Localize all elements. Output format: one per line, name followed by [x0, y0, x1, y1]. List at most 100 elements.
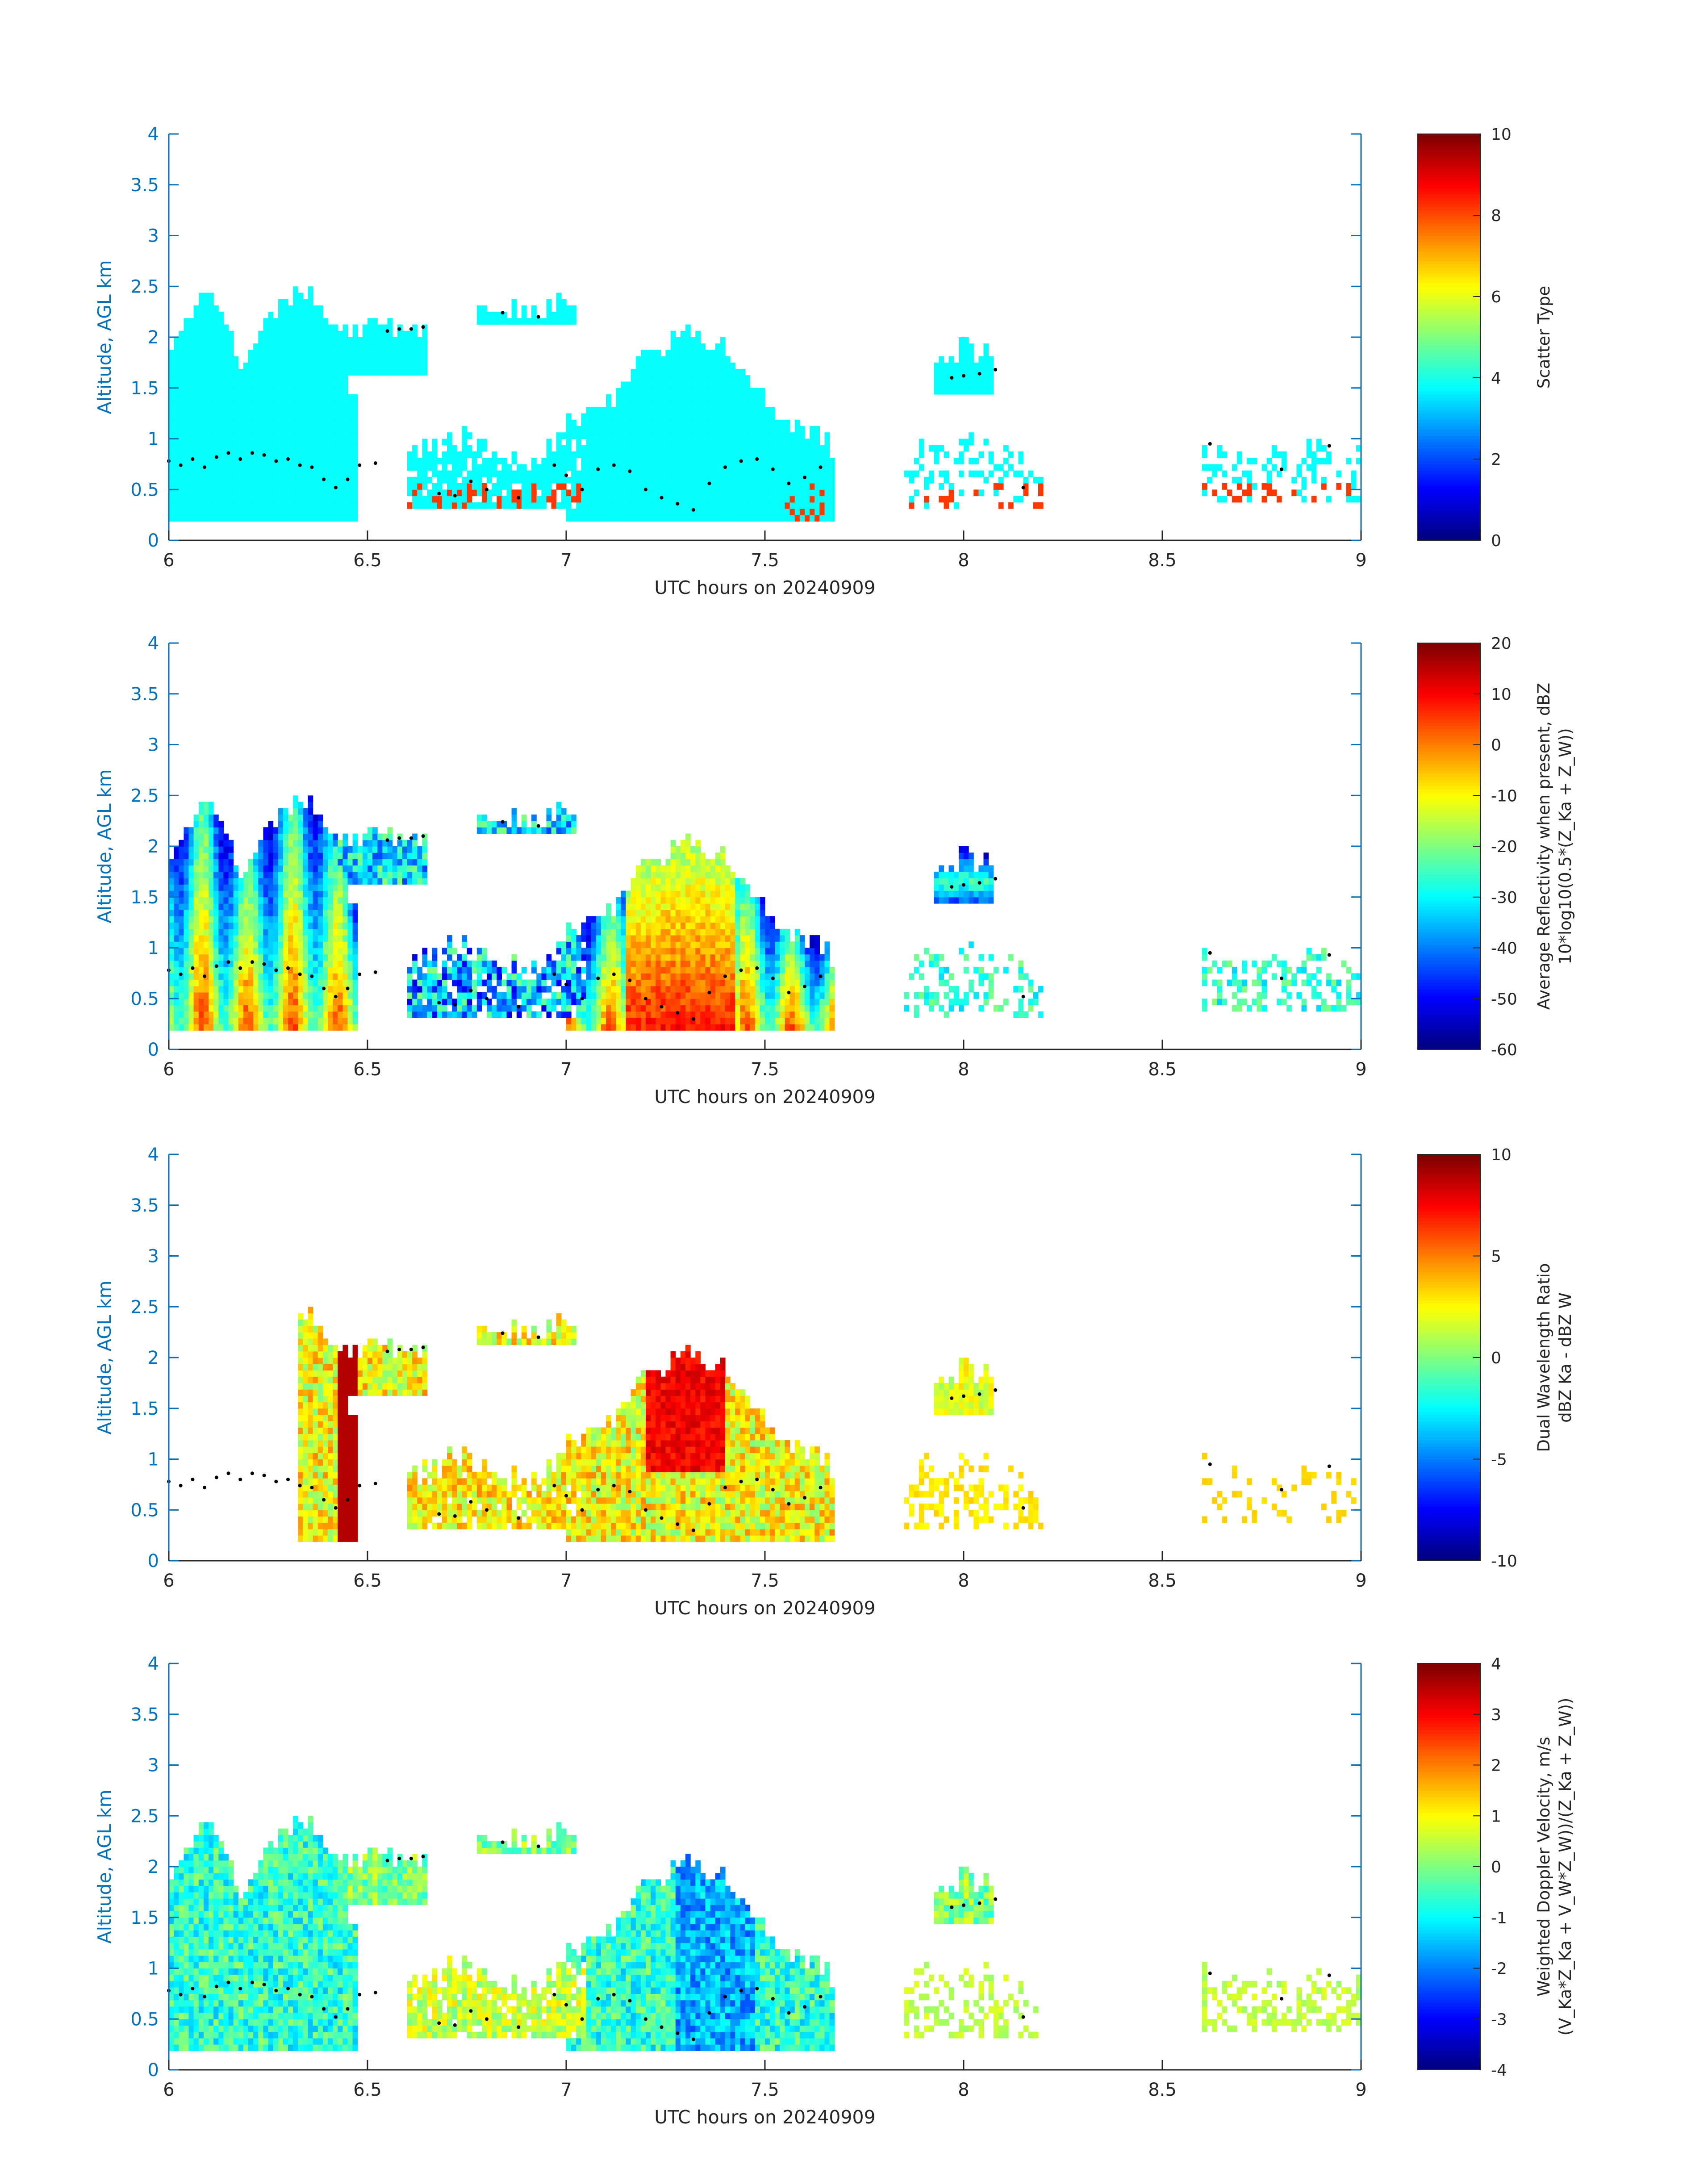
heatmap-cell [322, 489, 328, 497]
heatmap-cell [611, 439, 616, 446]
heatmap-cell [243, 362, 249, 369]
heatmap-cell [283, 350, 288, 357]
heatmap-cell [203, 502, 209, 509]
heatmap-cell [283, 916, 288, 923]
heatmap-cell [322, 375, 328, 382]
heatmap-cell [382, 871, 388, 878]
heatmap-cell [263, 337, 269, 344]
heatmap-cell [407, 343, 413, 350]
heatmap-cell [462, 458, 468, 464]
heatmap-cell [293, 350, 298, 357]
heatmap-cell [789, 508, 795, 515]
heatmap-cell [338, 928, 343, 936]
heatmap-cell [228, 865, 234, 872]
heatmap-cell [631, 439, 636, 446]
heatmap-cell [635, 476, 641, 484]
heatmap-cell [412, 833, 418, 840]
heatmap-cell [209, 394, 214, 401]
heatmap-cell [308, 324, 313, 331]
heatmap-cell [382, 350, 388, 357]
heatmap-cell [243, 878, 249, 885]
heatmap-cell [646, 439, 651, 446]
heatmap-cell [333, 1011, 338, 1018]
heatmap-cell [174, 496, 179, 503]
heatmap-cell [248, 916, 254, 923]
heatmap-cell [228, 903, 234, 910]
heatmap-cell [1271, 464, 1277, 471]
heatmap-cell [357, 846, 363, 853]
heatmap-cell [685, 426, 691, 433]
heatmap-cell [651, 356, 656, 363]
heatmap-cell [760, 432, 765, 439]
heatmap-cell [308, 935, 313, 942]
heatmap-cell [1033, 476, 1039, 484]
heatmap-cell [223, 979, 229, 986]
heatmap-cell [700, 375, 706, 382]
heatmap-cell [333, 343, 338, 350]
heatmap-cell [193, 324, 199, 331]
heatmap-cell [328, 1011, 333, 1018]
heatmap-cell [760, 483, 765, 490]
heatmap-cell [338, 489, 343, 497]
heatmap-cell [571, 515, 576, 522]
heatmap-cell [730, 483, 735, 490]
heatmap-cell [248, 470, 254, 477]
heatmap-cell [377, 350, 383, 357]
heatmap-cell [516, 979, 522, 986]
heatmap-cell [198, 852, 204, 859]
colorbar-swatch [1418, 435, 1480, 439]
heatmap-cell [715, 369, 721, 376]
base-dot [334, 485, 338, 489]
colorbar-swatch [1418, 340, 1480, 344]
heatmap-cell [298, 948, 303, 955]
heatmap-cell [457, 470, 462, 477]
heatmap-cell [1296, 470, 1302, 477]
heatmap-cell [198, 343, 204, 350]
heatmap-cell [1236, 483, 1242, 490]
heatmap-cell [417, 999, 422, 1006]
heatmap-cell [780, 419, 785, 426]
heatmap-cell [253, 432, 259, 439]
heatmap-cell [685, 464, 691, 471]
heatmap-cell [670, 464, 676, 471]
heatmap-cell [362, 350, 368, 357]
heatmap-cell [218, 413, 224, 420]
heatmap-cell [670, 362, 676, 369]
heatmap-cell [288, 350, 293, 357]
heatmap-cell [705, 470, 711, 477]
heatmap-cell [561, 808, 567, 815]
heatmap-cell [785, 451, 790, 458]
heatmap-cell [953, 388, 959, 395]
heatmap-cell [174, 1024, 179, 1031]
heatmap-cell [313, 846, 318, 853]
heatmap-cell [447, 973, 452, 980]
heatmap-cell [715, 394, 721, 401]
heatmap-cell [640, 458, 646, 464]
heatmap-cell [392, 350, 398, 357]
heatmap-cell [372, 878, 378, 885]
heatmap-cell [213, 992, 219, 999]
heatmap-cell [298, 515, 303, 522]
heatmap-cell [243, 445, 249, 452]
heatmap-cell [551, 992, 557, 999]
heatmap-cell [487, 470, 492, 477]
heatmap-cell [581, 999, 587, 1006]
heatmap-cell [188, 878, 194, 885]
heatmap-cell [606, 496, 611, 503]
heatmap-cell [352, 445, 358, 452]
heatmap-cell [1296, 489, 1302, 497]
heatmap-cell [268, 827, 274, 834]
heatmap-cell [715, 508, 721, 515]
heatmap-cell [357, 871, 363, 878]
heatmap-cell [333, 859, 338, 866]
heatmap-cell [268, 992, 274, 999]
heatmap-cell [203, 324, 209, 331]
heatmap-cell [780, 508, 785, 515]
heatmap-cell [342, 999, 348, 1006]
heatmap-cell [487, 827, 492, 834]
heatmap-cell [785, 426, 790, 433]
heatmap-cell [670, 381, 676, 389]
heatmap-cell [303, 960, 309, 967]
heatmap-cell [338, 954, 343, 961]
heatmap-cell [675, 350, 681, 357]
